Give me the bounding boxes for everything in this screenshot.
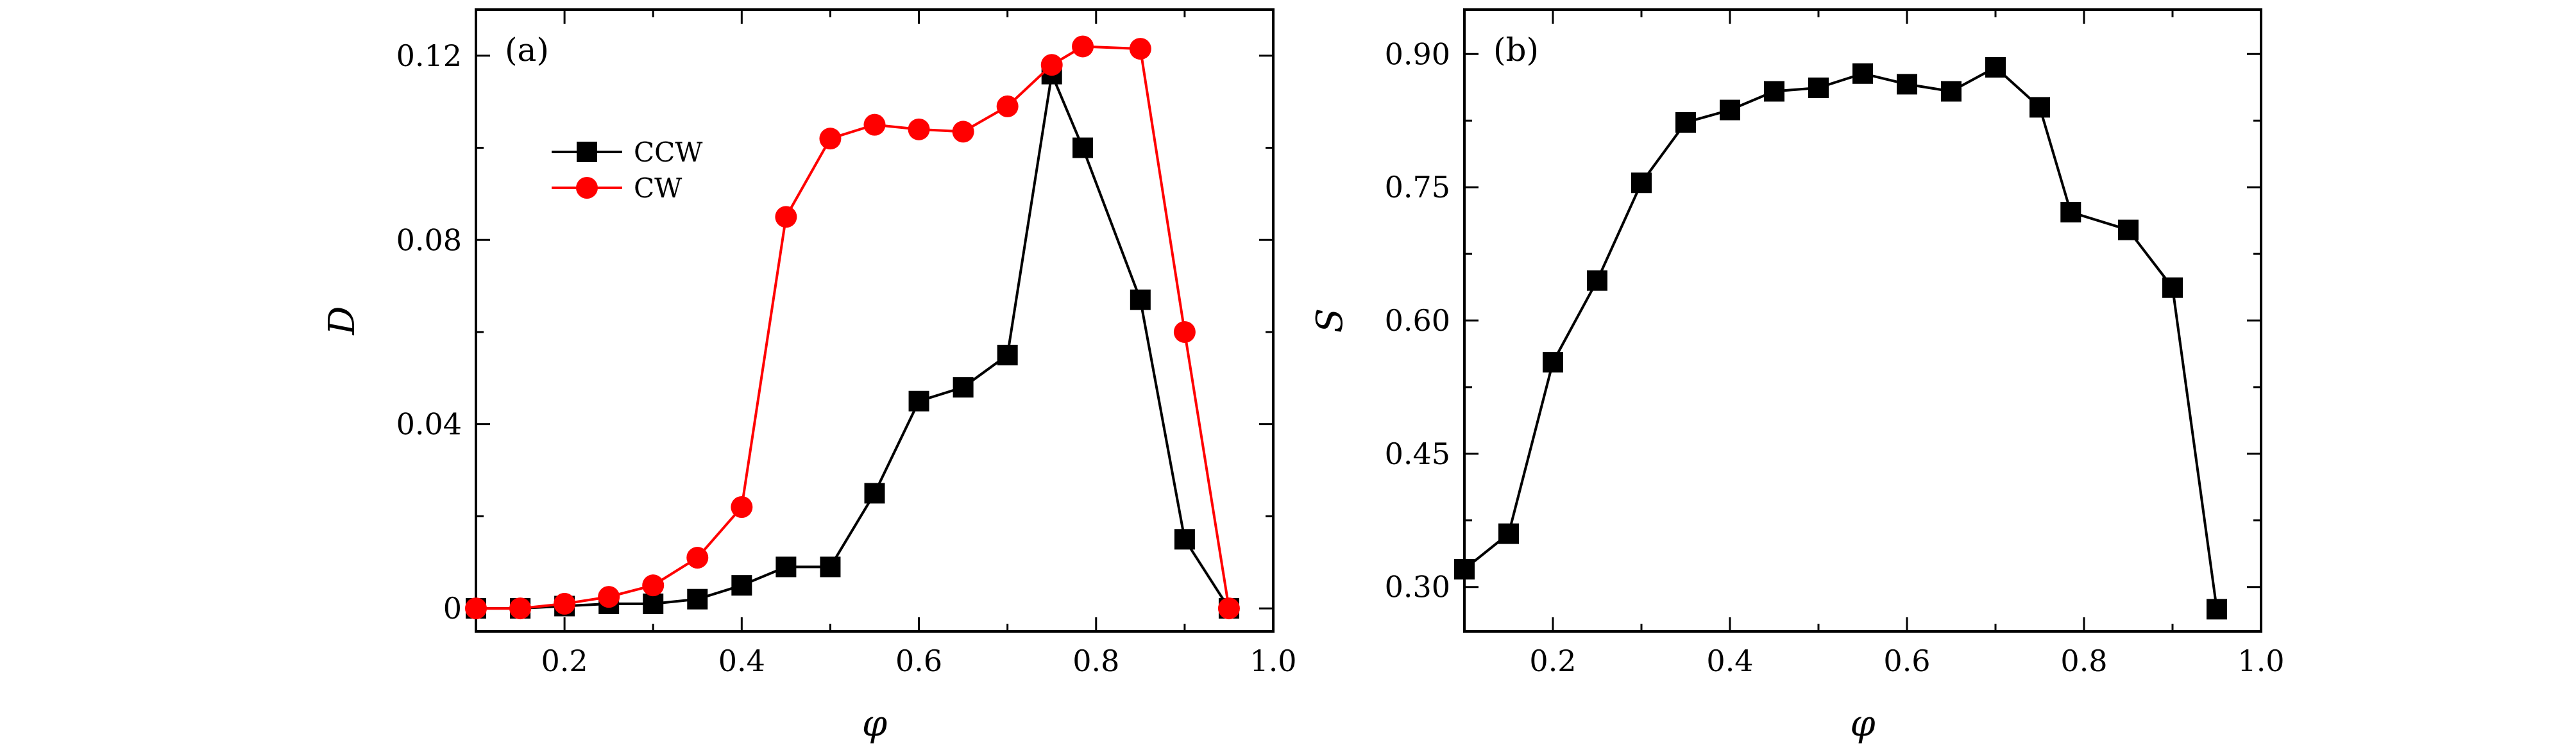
data-point <box>598 586 620 608</box>
legend-marker <box>577 142 597 162</box>
legend: CCW CW <box>552 137 703 204</box>
data-point <box>686 547 709 569</box>
data-point <box>1130 289 1151 310</box>
data-point <box>952 121 974 143</box>
data-point <box>1217 597 1240 620</box>
x-tick-label: 0.2 <box>1529 644 1576 678</box>
data-point <box>554 592 576 615</box>
x-tick-label: 1.0 <box>2237 644 2284 678</box>
data-point <box>1720 99 1740 121</box>
data-point <box>2060 201 2081 222</box>
y-tick-label: 0.08 <box>396 222 462 257</box>
data-point <box>465 597 487 620</box>
data-point <box>1587 270 1607 291</box>
data-point <box>643 593 664 614</box>
data-point <box>819 128 842 150</box>
x-axis-title: φ <box>1850 703 1875 745</box>
data-point <box>731 575 752 596</box>
legend-marker <box>576 177 598 199</box>
x-tick-label: 0.6 <box>1883 644 1930 678</box>
chart-panel-b: 0.2 0.4 0.6 0.8 1.0 0.30 0.45 0.60 0.75 0.90 φ S (b) <box>1309 8 2285 745</box>
data-point <box>908 390 929 412</box>
data-point <box>864 483 885 504</box>
data-point <box>1072 35 1094 58</box>
series-cw <box>465 35 1240 620</box>
y-axis-title: S <box>1309 308 1351 333</box>
y-tick-label: 0.90 <box>1385 37 1450 71</box>
x-tick-label: 0.4 <box>1706 644 1753 678</box>
data-point <box>1072 137 1094 158</box>
x-tick-label: 0.8 <box>1072 644 1119 678</box>
data-point <box>908 118 930 140</box>
y-tick-label: 0.60 <box>1385 303 1450 338</box>
series-line <box>476 45 1230 610</box>
data-point <box>2118 219 2139 240</box>
panel-label: (a) <box>505 31 549 69</box>
data-point <box>2207 599 2227 620</box>
data-point <box>953 377 974 398</box>
plot-frame <box>1463 8 2262 633</box>
series-0 <box>1454 57 2227 620</box>
y-tick-label: 0 <box>443 591 462 626</box>
data-point <box>1454 559 1475 579</box>
x-axis-title: φ <box>862 703 887 745</box>
legend-label: CW <box>634 172 682 204</box>
x-tick-label: 0.4 <box>718 644 765 678</box>
y-tick-label: 0.12 <box>396 38 462 73</box>
x-tick-label: 0.8 <box>2060 644 2107 678</box>
data-point <box>2162 277 2183 298</box>
y-axis-title: D <box>321 306 363 336</box>
data-point <box>642 574 665 597</box>
data-point <box>820 556 841 578</box>
data-point <box>509 597 532 620</box>
data-point <box>2029 97 2050 118</box>
data-point <box>731 496 753 518</box>
series-line <box>1463 65 2218 610</box>
data-point <box>1543 352 1563 373</box>
panel-label: (b) <box>1493 31 1539 69</box>
x-tick-label: 0.6 <box>895 644 942 678</box>
data-point <box>997 344 1018 365</box>
chart-panel-a: 0.2 0.4 0.6 0.8 1.0 0 0.04 0.08 0.12 φ D (a) CCW CW <box>321 8 1297 745</box>
plot-frame <box>475 8 1275 633</box>
data-point <box>1040 54 1063 76</box>
data-point <box>1174 529 1195 550</box>
y-tick-label: 0.04 <box>396 407 462 442</box>
data-point <box>775 556 797 578</box>
data-point <box>1631 172 1652 194</box>
data-point <box>1985 57 2006 78</box>
data-point <box>863 113 886 136</box>
data-point <box>1129 38 1151 60</box>
y-tick-label: 0.30 <box>1385 570 1450 604</box>
data-point <box>687 588 708 610</box>
x-tick-label: 1.0 <box>1250 644 1296 678</box>
data-point <box>1675 112 1696 133</box>
y-tick-label: 0.75 <box>1385 170 1450 204</box>
data-point <box>1897 74 1917 95</box>
data-point <box>775 206 797 228</box>
data-point <box>1173 321 1196 343</box>
data-point <box>1852 63 1873 84</box>
data-point <box>1764 81 1784 102</box>
legend-label: CCW <box>634 137 703 168</box>
data-point <box>1808 77 1829 98</box>
data-point <box>1941 81 1962 102</box>
data-point <box>1498 523 1519 544</box>
x-tick-label: 0.2 <box>541 644 588 678</box>
data-point <box>996 95 1019 117</box>
y-tick-label: 0.45 <box>1385 437 1450 471</box>
